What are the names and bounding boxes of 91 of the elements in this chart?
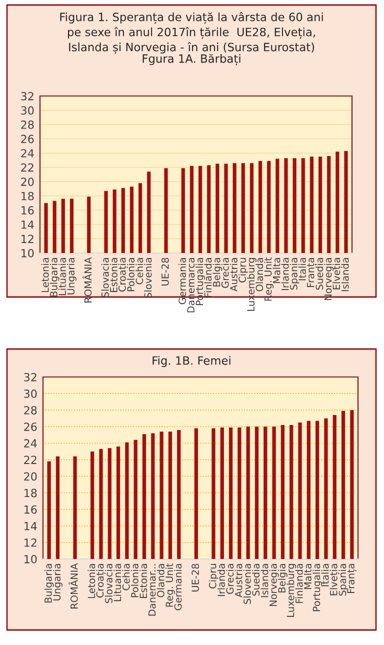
x-tick-label: Slovacia bbox=[101, 258, 109, 298]
x-tick-label: Polonia bbox=[127, 258, 135, 292]
x-tick-label: ROMÂNIA bbox=[82, 257, 92, 302]
x-tick-label: Cehia bbox=[136, 258, 144, 284]
x-tick-label: Austria bbox=[234, 564, 242, 598]
x-tick-label: Reg. Unit bbox=[166, 563, 175, 607]
x-tick-label: ROMÂNIA bbox=[68, 563, 78, 608]
x-tick-label: Slovacia bbox=[104, 564, 112, 604]
x-tick-label: Franța bbox=[347, 564, 357, 593]
y-tick-label: 30 bbox=[21, 106, 34, 115]
x-tick-label: Portugalia bbox=[312, 564, 322, 612]
x-tick-label: Letonia bbox=[41, 258, 49, 292]
x-tick-label: Letonia bbox=[88, 564, 96, 598]
x-tick-label: Suedia bbox=[252, 564, 260, 596]
x-tick-label: Finlanda bbox=[295, 564, 303, 603]
y-tick-label: 28 bbox=[24, 406, 37, 414]
x-tick-label: Franța bbox=[307, 258, 316, 287]
x-tick-label: Belgia bbox=[212, 258, 222, 286]
x-tick-label: Elveția bbox=[330, 564, 340, 596]
y-tick-label: 20 bbox=[24, 472, 37, 481]
x-tick-label: Spania bbox=[338, 564, 348, 596]
x-tick-label: Slovenia bbox=[144, 258, 152, 298]
y-tick-label: 20 bbox=[21, 178, 34, 186]
x-tick-label: Lituania bbox=[114, 564, 122, 602]
y-tick-label: 16 bbox=[22, 206, 34, 215]
x-tick-label: Norvegia bbox=[269, 564, 279, 606]
y-tick-label: 26 bbox=[21, 134, 34, 144]
y-tick-label: 18 bbox=[24, 488, 37, 498]
x-tick-label: Lituania bbox=[58, 258, 66, 296]
x-tick-label: UE-28 bbox=[161, 258, 169, 286]
x-tick-label: Irlanda bbox=[281, 258, 289, 290]
y-tick-label: 32 bbox=[24, 372, 36, 382]
y-tick-label: 12 bbox=[24, 538, 36, 547]
x-tick-label: Bulgaria bbox=[44, 564, 54, 603]
x-tick-label: Cipru bbox=[208, 564, 218, 588]
y-tick-label: 14 bbox=[22, 220, 34, 229]
x-tick-label: Olanda bbox=[256, 258, 264, 292]
x-tick-label: Suedia bbox=[316, 258, 324, 290]
x-tick-label: Bulgaria bbox=[50, 258, 60, 297]
y-tick-label: 24 bbox=[24, 439, 37, 448]
y-tick-label: 12 bbox=[22, 234, 34, 243]
x-tick-label: Germania bbox=[178, 258, 186, 304]
x-tick-label: Estonia bbox=[140, 564, 148, 598]
x-tick-label: Malta bbox=[272, 258, 280, 284]
y-tick-label: 22 bbox=[21, 163, 34, 172]
x-tick-label: Polonia bbox=[130, 564, 138, 598]
y-tick-label: 16 bbox=[24, 505, 37, 514]
y-tick-label: 32 bbox=[21, 92, 34, 100]
x-tick-label: Estonia bbox=[110, 258, 118, 292]
x-tick-label: Irlanda bbox=[217, 564, 225, 596]
x-tick-label: Slovenia bbox=[243, 564, 251, 604]
x-tick-label: Croația bbox=[118, 258, 128, 292]
x-tick-label: UE-28 bbox=[192, 564, 199, 592]
x-tick-label: Cehia bbox=[122, 564, 130, 590]
y-tick-label: 26 bbox=[24, 422, 37, 432]
x-tick-label: Ungaria bbox=[67, 258, 76, 294]
x-tick-label: Malta bbox=[304, 564, 312, 590]
x-tick-label: Elveția bbox=[332, 258, 342, 290]
y-tick-label: 14 bbox=[24, 522, 37, 530]
y-tick-label: 22 bbox=[24, 456, 36, 464]
x-tick-label: Reg. Unit bbox=[264, 257, 274, 301]
y-tick-label: 10 bbox=[22, 248, 34, 258]
x-tick-label: Islanda bbox=[260, 564, 268, 598]
y-tick-label: 18 bbox=[22, 192, 34, 200]
x-tick-label: Finlanda bbox=[204, 258, 212, 297]
x-tick-label: Luxemburg bbox=[286, 564, 296, 617]
chart-title: Figura 1. Speranța de viață la vârsta de 60 ani pe sexe în anul 2017în țările UE28, Elveția, Islanda și Norvegia - în ani (Sursa Eurostat) bbox=[60, 12, 323, 54]
chart-subtitle: Fgura 1A. Bărbați bbox=[142, 54, 240, 66]
x-tick-label: Cipru bbox=[238, 258, 248, 282]
x-tick-label: Olanda bbox=[156, 564, 164, 598]
x-tick-label: Grecia bbox=[226, 564, 234, 594]
chart-title: Fig. 1B. Femei bbox=[152, 356, 230, 368]
y-tick-label: 24 bbox=[21, 149, 34, 158]
x-tick-label: Croația bbox=[96, 564, 106, 598]
x-tick-label: Germania bbox=[174, 564, 182, 610]
x-tick-label: Danemar... bbox=[148, 564, 156, 616]
x-tick-label: Italia bbox=[298, 258, 306, 280]
x-tick-label: Danemarca bbox=[187, 258, 195, 312]
x-tick-label: Austria bbox=[230, 258, 238, 292]
y-tick-label: 10 bbox=[24, 554, 37, 564]
x-tick-label: Spania bbox=[290, 258, 300, 290]
x-tick-label: Portugalia bbox=[196, 258, 205, 306]
x-tick-label: Ungaria bbox=[53, 564, 62, 600]
x-tick-label: Grecia bbox=[221, 258, 229, 288]
y-tick-label: 30 bbox=[24, 390, 37, 398]
x-tick-label: Italia bbox=[321, 564, 329, 586]
x-tick-label: Luxemburg bbox=[247, 258, 256, 311]
x-tick-label: Belgia bbox=[278, 564, 288, 592]
x-tick-label: Norvegia bbox=[324, 258, 334, 300]
y-tick-label: 28 bbox=[21, 120, 34, 129]
x-tick-label: Islanda bbox=[341, 258, 349, 292]
